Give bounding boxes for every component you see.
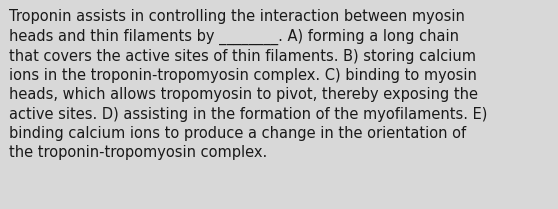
Text: Troponin assists in controlling the interaction between myosin
heads and thin fi: Troponin assists in controlling the inte… — [9, 9, 487, 160]
